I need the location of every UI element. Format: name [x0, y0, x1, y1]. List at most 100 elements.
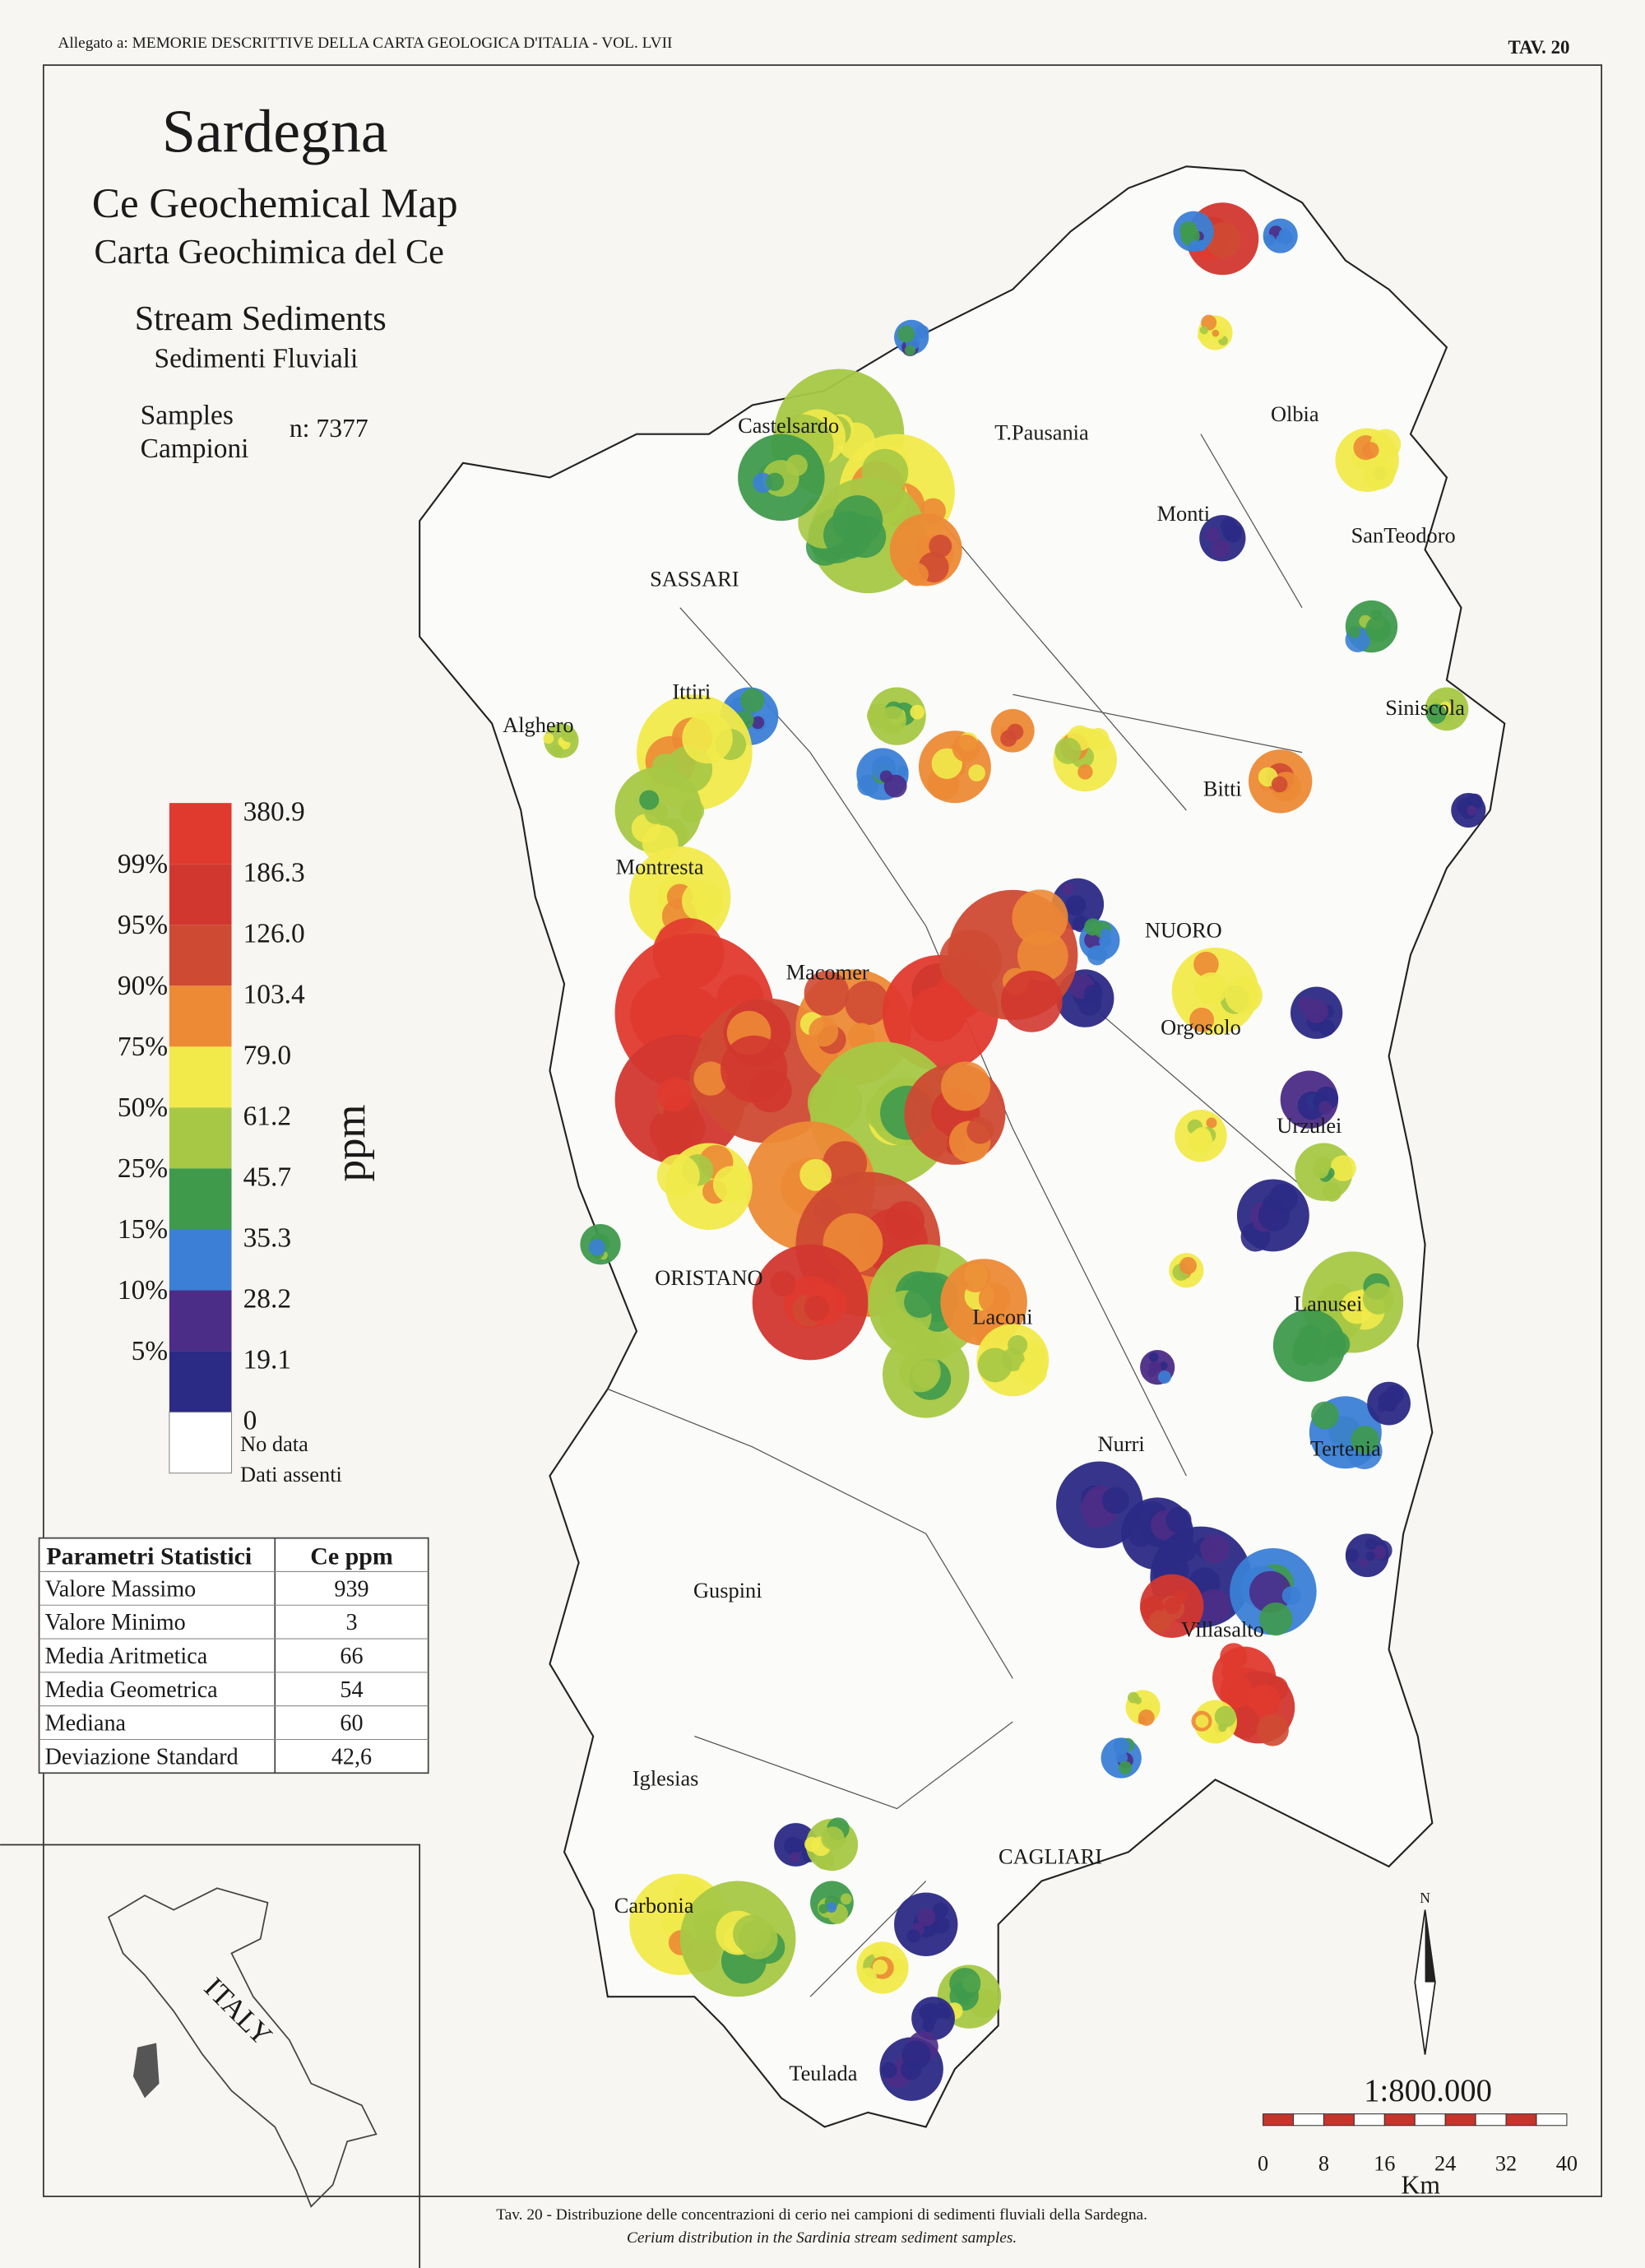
legend-percentile: 15% — [118, 1214, 168, 1245]
table-border — [38, 1537, 429, 1774]
legend-percentile: 99% — [118, 849, 168, 879]
concentration-patch — [897, 765, 909, 777]
legend-break: 19.1 — [243, 1345, 291, 1375]
north-label: N — [1420, 1890, 1430, 1906]
concentration-patch — [1371, 1545, 1387, 1560]
concentration-patch — [1365, 615, 1392, 642]
concentration-patch — [1322, 1182, 1342, 1202]
table-cell: Media Aritmetica — [45, 1644, 208, 1669]
samples-it: Campioni — [141, 434, 249, 464]
concentration-patch — [1008, 1334, 1028, 1356]
concentration-patch — [809, 1017, 839, 1047]
legend-swatch — [169, 1229, 232, 1291]
concentration-patch — [1179, 1257, 1197, 1274]
concentration-patch — [1314, 1156, 1332, 1174]
concentration-patch — [857, 774, 879, 796]
italy-outline — [107, 1887, 378, 2208]
nodata-it: Dati assenti — [240, 1462, 342, 1486]
scale-tick: 8 — [1318, 2150, 1329, 2175]
sardinia-inset — [132, 2043, 160, 2099]
concentration-patch — [1189, 1007, 1215, 1032]
concentration-patch — [1116, 1751, 1128, 1764]
concentration-patch — [949, 1967, 981, 2000]
concentration-patch — [1214, 1705, 1236, 1728]
concentration-patch — [543, 733, 554, 744]
scale-unit: Km — [1402, 2170, 1441, 2199]
concentration-patch — [672, 988, 718, 1035]
concentration-patch — [1101, 928, 1111, 939]
scale-segment — [1475, 2113, 1507, 2127]
samples-en: Samples — [141, 400, 234, 430]
concentration-patch — [1148, 1352, 1159, 1362]
concentration-patch — [770, 1270, 796, 1296]
legend-swatch — [169, 925, 232, 986]
scale-segment — [1292, 2113, 1324, 2127]
place-label: CAGLIARI — [999, 1844, 1102, 1868]
table-cell: Mediana — [45, 1711, 127, 1737]
caption-en: Cerium distribution in the Sardinia stre… — [627, 2229, 1017, 2247]
concentration-patch — [840, 1893, 852, 1905]
concentration-patch — [905, 563, 929, 587]
inset-frame — [0, 1844, 421, 2268]
concentration-patch — [1307, 1343, 1331, 1366]
concentration-patch — [1061, 883, 1075, 896]
concentration-patch — [1330, 1155, 1356, 1181]
scale-tick: 40 — [1556, 2150, 1578, 2175]
concentration-patch — [790, 1852, 800, 1862]
media-it: Sedimenti Fluviali — [155, 344, 359, 374]
scale-segment — [1444, 2113, 1476, 2127]
table-cell: 3 — [345, 1610, 357, 1635]
concentration-patch — [561, 727, 577, 743]
concentration-patch — [915, 325, 929, 339]
concentration-patch — [1099, 935, 1111, 948]
concentration-patch — [826, 1902, 837, 1913]
place-label: Lanusei — [1294, 1292, 1363, 1316]
concentration-patch — [793, 1839, 805, 1852]
concentration-patch — [766, 472, 785, 491]
concentration-patch — [1450, 704, 1460, 714]
concentration-patch — [1205, 526, 1221, 542]
concentration-patch — [550, 744, 563, 758]
scale-tick: 32 — [1495, 2150, 1517, 2175]
concentration-patch — [1084, 918, 1102, 936]
title-it: Carta Geochimica del Ce — [95, 233, 444, 271]
concentration-patch — [1276, 234, 1285, 243]
place-label: Macomer — [786, 960, 869, 985]
concentration-patch — [873, 1946, 887, 1960]
concentration-patch — [845, 981, 890, 1026]
table-cell: 60 — [340, 1711, 363, 1737]
concentration-patch — [1200, 1533, 1230, 1564]
concentration-patch — [1351, 1426, 1379, 1454]
legend-percentile: 5% — [132, 1336, 169, 1366]
title-en: Ce Geochemical Map — [92, 181, 458, 227]
header-right: TAV. 20 — [1508, 37, 1569, 58]
place-label: T.Pausania — [994, 420, 1089, 445]
table-header: Ce ppm — [310, 1542, 393, 1570]
concentration-patch — [804, 971, 850, 1016]
concentration-patch — [1195, 1714, 1209, 1728]
concentration-patch — [933, 1916, 950, 1934]
concentration-patch — [878, 706, 906, 734]
concentration-patch — [901, 2040, 931, 2070]
concentration-patch — [1364, 458, 1396, 489]
place-label: Villasalto — [1181, 1616, 1264, 1641]
legend-break: 0 — [243, 1406, 257, 1436]
legend-percentile: 50% — [118, 1092, 168, 1123]
concentration-patch — [1345, 1548, 1360, 1562]
concentration-patch — [1362, 1282, 1395, 1315]
concentration-patch — [897, 325, 915, 343]
concentration-patch — [1165, 1507, 1192, 1533]
concentration-patch — [1365, 1551, 1375, 1561]
concentration-patch — [1065, 895, 1087, 916]
concentration-patch — [1311, 1401, 1339, 1430]
concentration-patch — [1199, 326, 1209, 335]
concentration-patch — [922, 2013, 937, 2028]
legend-break: 61.2 — [243, 1102, 291, 1132]
concentration-patch — [1173, 1589, 1189, 1605]
concentration-patch — [807, 1075, 863, 1130]
place-label: Guspini — [693, 1578, 762, 1602]
place-label: Laconi — [972, 1304, 1032, 1329]
table-cell: Media Geometrica — [45, 1677, 219, 1703]
table-header: Parametri Statistici — [46, 1542, 252, 1570]
legend-swatch — [169, 1046, 232, 1108]
